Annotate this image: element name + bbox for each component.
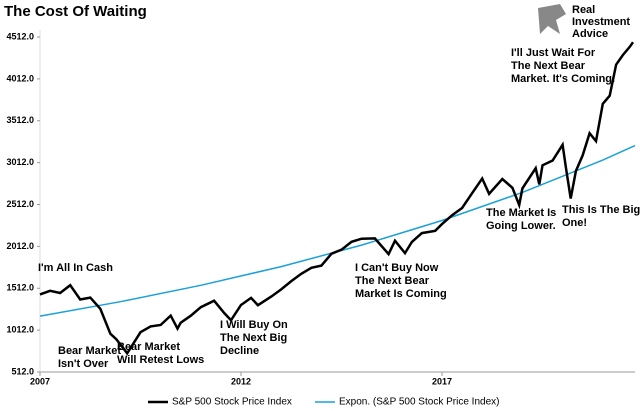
annotation: Bear Market <box>58 345 121 357</box>
x-tick-label: 2007 <box>30 376 50 386</box>
annotation: The Market Is <box>486 207 556 219</box>
annotation: One! <box>562 217 587 229</box>
legend-label: Expon. (S&P 500 Stock Price Index) <box>339 397 499 408</box>
y-tick-label: 4012.0 <box>6 73 34 83</box>
annotation: Market. It's Coming. <box>511 73 615 85</box>
annotation: This Is The Big <box>562 204 640 216</box>
annotation: The Next Big <box>220 332 287 344</box>
legend-label: S&P 500 Stock Price Index <box>172 397 292 408</box>
annotation: Decline <box>220 345 259 357</box>
y-tick-label: 1012.0 <box>6 325 34 335</box>
annotation: I Will Buy On <box>220 319 288 331</box>
annotation: The Next Bear <box>511 60 586 72</box>
x-tick-label: 2012 <box>231 376 251 386</box>
logo-icon <box>538 4 566 34</box>
y-tick-label: 3512.0 <box>6 115 34 125</box>
x-tick-label: 2017 <box>432 376 452 386</box>
annotation: Bear Market <box>117 341 180 353</box>
annotation: Market Is Coming <box>355 288 447 300</box>
y-tick-label: 2012.0 <box>6 241 34 251</box>
annotation: Going Lower. <box>486 220 556 232</box>
annotation: I Can't Buy Now <box>355 262 439 274</box>
y-tick-label: 4512.0 <box>6 31 34 41</box>
chart-title: The Cost Of Waiting <box>4 3 147 20</box>
logo-text: Real <box>572 4 595 16</box>
logo-text: Advice <box>572 28 608 40</box>
annotation: I'll Just Wait For <box>511 47 596 59</box>
y-tick-label: 3012.0 <box>6 157 34 167</box>
y-tick-label: 2512.0 <box>6 199 34 209</box>
annotation: Isn't Over <box>58 358 109 370</box>
annotation: The Next Bear <box>355 275 430 287</box>
y-tick-label: 1512.0 <box>6 283 34 293</box>
series-line <box>39 41 635 356</box>
annotation: I'm All In Cash <box>38 262 113 274</box>
y-tick-label: 512.0 <box>11 366 34 376</box>
logo-text: Investment <box>572 16 630 28</box>
annotation: Will Retest Lows <box>117 354 204 366</box>
